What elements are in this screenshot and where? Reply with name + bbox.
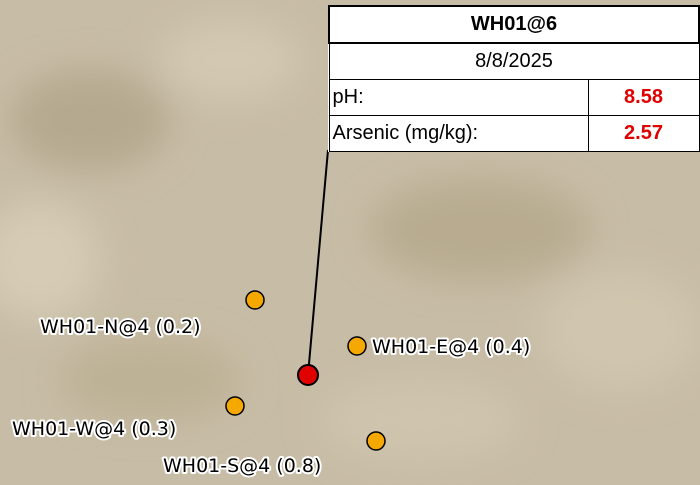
sample-label: WH01-N@4 (0.2)	[40, 316, 201, 338]
sample-label: WH01-W@4 (0.3)	[12, 418, 176, 440]
callout-date: 8/8/2025	[329, 43, 699, 80]
sample-point[interactable]	[348, 337, 366, 355]
sample-label: WH01-S@4 (0.8)	[163, 455, 321, 477]
sample-point[interactable]	[226, 397, 244, 415]
map-view: WH01-N@4 (0.2) WH01-E@4 (0.4) WH01-W@4 (…	[0, 0, 700, 485]
main-sample-point[interactable]	[298, 365, 318, 385]
row-label: pH:	[329, 80, 588, 116]
callout-title: WH01@6	[329, 6, 699, 43]
sample-point[interactable]	[367, 432, 385, 450]
callout-table: WH01@6 8/8/2025 pH:8.58 Arsenic (mg/kg):…	[328, 5, 700, 152]
sample-point[interactable]	[246, 291, 264, 309]
row-label: Arsenic (mg/kg):	[329, 116, 588, 152]
sample-label: WH01-E@4 (0.4)	[372, 336, 530, 358]
row-value: 8.58	[588, 80, 699, 116]
row-value: 2.57	[588, 116, 699, 152]
